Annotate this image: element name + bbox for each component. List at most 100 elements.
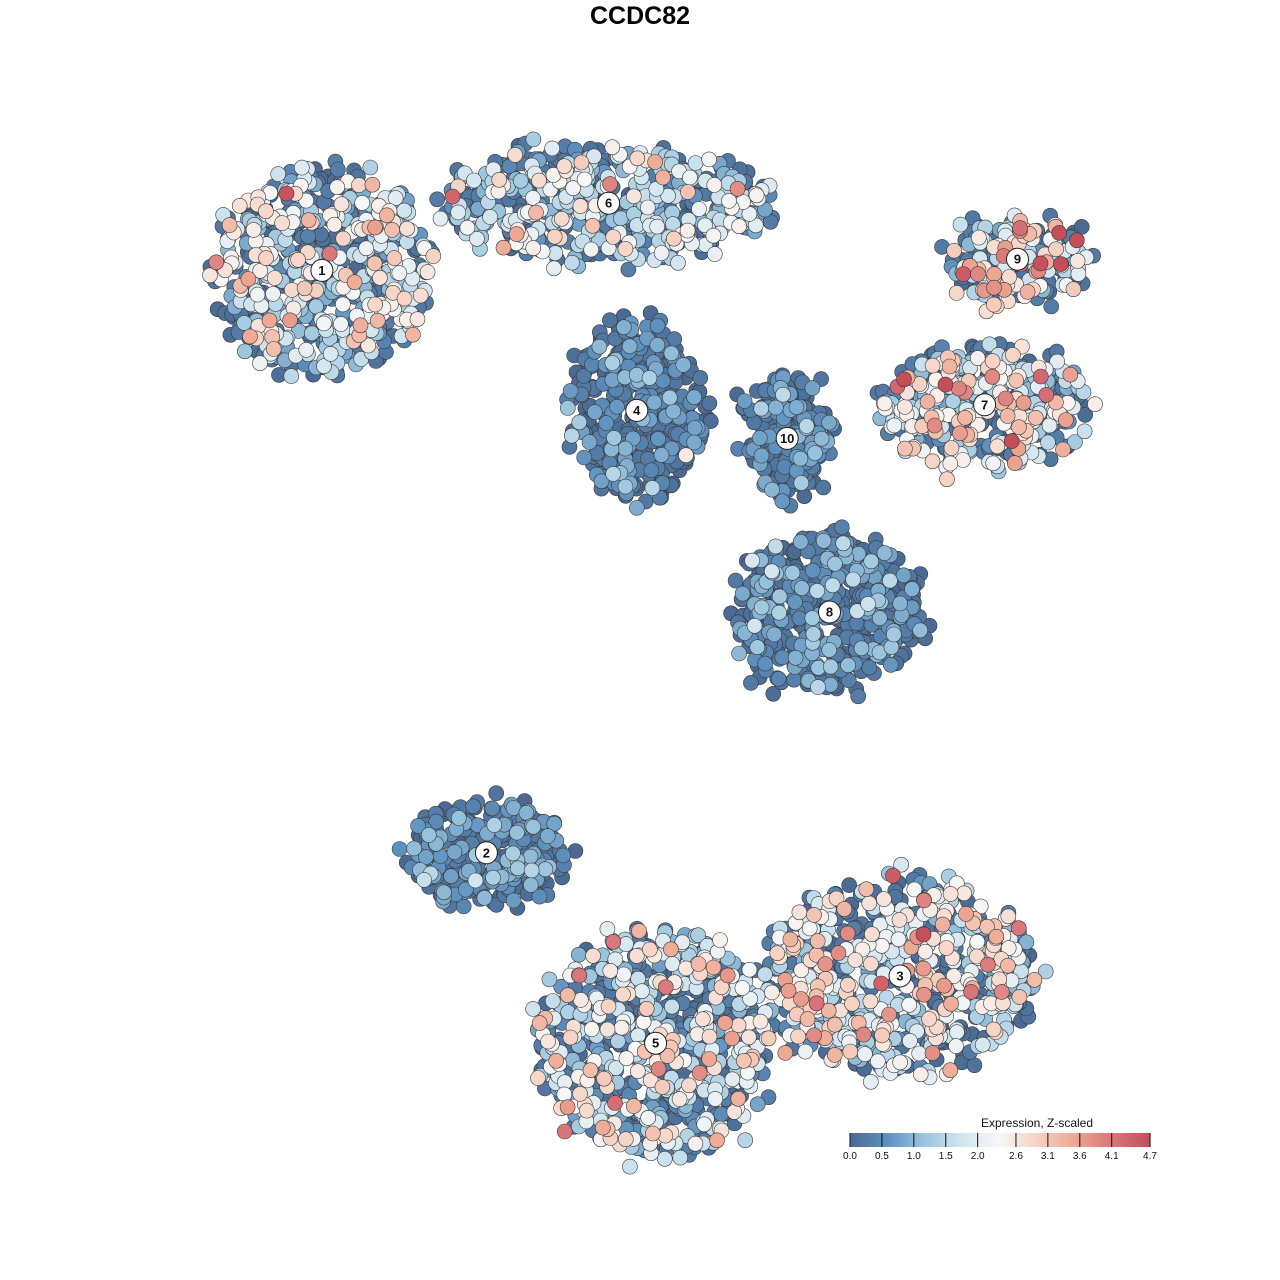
data-point: [482, 209, 498, 225]
data-point: [290, 251, 306, 268]
data-point: [729, 181, 746, 197]
data-point: [617, 1131, 634, 1147]
data-point: [915, 960, 932, 977]
data-point: [274, 215, 290, 231]
cluster-label-5: 5: [644, 1031, 668, 1055]
data-point: [760, 1030, 777, 1047]
data-point: [300, 212, 317, 228]
data-point: [882, 656, 899, 673]
data-point: [955, 266, 972, 282]
data-point: [630, 1027, 646, 1044]
data-point: [844, 995, 860, 1012]
data-point: [399, 220, 415, 237]
data-point: [602, 962, 619, 979]
data-point: [726, 1104, 743, 1120]
cluster-label-7: 7: [973, 393, 997, 417]
data-point: [352, 317, 369, 334]
data-point: [450, 204, 467, 221]
data-point: [936, 977, 952, 994]
data-point: [1041, 417, 1058, 434]
data-point: [892, 1054, 908, 1071]
data-point: [751, 430, 768, 446]
data-point: [767, 538, 784, 555]
data-point: [396, 290, 413, 307]
data-point: [486, 817, 503, 833]
data-point: [691, 201, 707, 217]
data-point: [724, 1071, 741, 1088]
data-point: [815, 532, 832, 549]
data-point: [970, 229, 987, 246]
data-point: [686, 420, 703, 436]
cluster-label-text: 5: [652, 1036, 659, 1051]
data-point: [594, 1119, 611, 1136]
data-point: [509, 860, 526, 877]
legend-tick-label: 2.0: [971, 1151, 985, 1162]
data-point: [571, 414, 588, 431]
data-point: [916, 986, 932, 1003]
data-point: [396, 202, 413, 219]
cluster-label-8: 8: [818, 600, 841, 624]
data-point: [686, 389, 703, 406]
data-point: [653, 245, 670, 261]
data-point: [807, 445, 823, 461]
data-point: [530, 1070, 546, 1086]
data-point: [562, 383, 579, 399]
data-point: [730, 1091, 747, 1107]
data-point: [634, 983, 650, 1000]
data-point: [650, 431, 667, 447]
data-point: [924, 453, 941, 470]
data-point: [984, 353, 1001, 369]
legend-title: Expression, Z-scaled: [981, 1116, 1093, 1130]
cluster-label-3: 3: [888, 964, 912, 988]
data-point: [625, 1098, 642, 1114]
data-point: [797, 1043, 814, 1060]
data-point: [650, 1061, 667, 1077]
data-point: [943, 995, 959, 1012]
data-point: [942, 455, 959, 472]
data-point: [329, 179, 346, 195]
data-point: [559, 987, 576, 1004]
data-point: [419, 264, 436, 280]
data-point: [436, 884, 452, 901]
data-point: [974, 1036, 991, 1053]
data-point: [1006, 455, 1023, 471]
data-point: [757, 966, 773, 983]
data-point: [850, 688, 867, 705]
data-point: [1040, 434, 1056, 451]
data-point: [896, 371, 912, 388]
data-point: [303, 325, 320, 342]
data-point: [429, 191, 446, 208]
cluster-label-text: 2: [483, 845, 490, 860]
data-point: [731, 645, 747, 662]
data-point: [466, 172, 482, 189]
data-point: [386, 250, 403, 266]
data-point: [680, 184, 696, 200]
data-point: [615, 966, 632, 983]
data-point: [644, 480, 661, 496]
data-point: [655, 169, 671, 186]
legend-tick-label: 4.7: [1143, 1151, 1157, 1162]
data-point: [871, 610, 888, 626]
data-point: [863, 553, 880, 570]
data-point: [240, 271, 257, 287]
data-point: [706, 177, 723, 193]
data-point: [654, 1079, 671, 1095]
data-point: [541, 971, 558, 988]
data-point: [734, 980, 751, 996]
data-point: [586, 404, 603, 420]
data-point: [525, 240, 542, 256]
data-point: [857, 1046, 873, 1062]
data-point: [943, 440, 960, 456]
data-point: [369, 312, 386, 329]
data-point: [792, 533, 809, 550]
data-point: [553, 211, 570, 227]
data-point: [308, 298, 324, 315]
data-point: [384, 222, 400, 238]
data-point: [467, 872, 484, 889]
data-point: [840, 976, 856, 993]
data-point: [984, 368, 1001, 385]
data-point: [252, 355, 268, 372]
data-point: [986, 296, 1002, 313]
data-point: [600, 998, 617, 1015]
data-point: [791, 904, 808, 921]
